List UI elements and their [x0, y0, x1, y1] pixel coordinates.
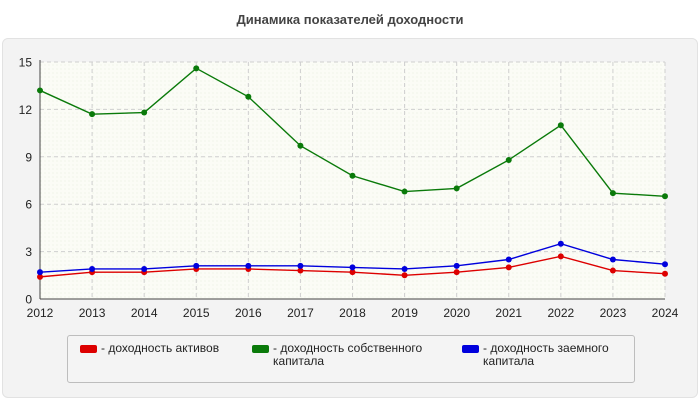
data-point-debt	[557, 240, 564, 247]
data-point-debt	[401, 265, 408, 272]
y-tick-label: 9	[25, 150, 32, 164]
data-point-assets	[297, 267, 304, 274]
data-point-equity	[662, 193, 668, 200]
data-point-equity	[37, 87, 43, 94]
data-point-assets	[505, 264, 512, 271]
data-point-debt	[89, 265, 96, 272]
x-tick-label: 2023	[600, 306, 627, 320]
x-tick-label: 2014	[131, 306, 158, 320]
data-point-equity	[297, 142, 304, 149]
legend-item-assets: - доходность активов	[80, 342, 219, 355]
data-point-equity	[401, 188, 408, 195]
data-point-equity	[453, 185, 460, 192]
legend-swatch-assets	[80, 345, 97, 353]
x-tick-label: 2018	[339, 306, 366, 320]
data-point-assets	[349, 269, 356, 276]
data-point-debt	[505, 256, 512, 263]
data-point-assets	[37, 273, 43, 280]
x-tick-label: 2017	[287, 306, 314, 320]
data-point-equity	[245, 93, 252, 100]
legend-item-debt: - доходность заемного капитала	[462, 342, 609, 368]
axes	[39, 60, 665, 300]
data-point-equity	[505, 156, 512, 163]
legend-item-equity: - доходность собственного капитала	[252, 342, 422, 368]
legend-label-assets: - доходность активов	[101, 341, 220, 355]
x-tick-label: 2015	[183, 306, 210, 320]
data-point-debt	[609, 256, 616, 263]
data-point-debt	[662, 261, 668, 268]
data-point-debt	[453, 262, 460, 269]
x-tick-label: 2013	[79, 306, 106, 320]
y-tick-label: 15	[19, 56, 33, 70]
data-point-equity	[557, 122, 564, 129]
legend-label-equity: - доходность собственного капитала	[273, 341, 423, 368]
data-point-assets	[609, 267, 616, 274]
data-point-assets	[453, 269, 460, 276]
x-tick-label: 2016	[235, 306, 262, 320]
data-point-assets	[557, 253, 564, 260]
x-tick-label: 2019	[391, 306, 418, 320]
x-tick-label: 2012	[27, 306, 54, 320]
data-point-equity	[89, 111, 96, 118]
series-points	[37, 65, 668, 280]
tick-labels: 0 3 6 9 12 15 2012 2013 2014 2015 2016 2017 2018 2019…	[19, 56, 679, 321]
y-tick-label: 6	[25, 198, 32, 212]
legend-swatch-debt	[462, 345, 479, 353]
data-point-equity	[193, 65, 200, 72]
data-point-assets	[401, 272, 408, 279]
data-point-debt	[297, 262, 304, 269]
chart-title: Динамика показателей доходности	[236, 12, 464, 27]
y-tick-label: 12	[19, 103, 33, 117]
data-point-assets	[662, 270, 668, 277]
x-tick-label: 2022	[547, 306, 574, 320]
legend-label-debt: - доходность заемного капитала	[483, 341, 609, 368]
y-tick-label: 3	[25, 245, 32, 259]
data-point-equity	[609, 190, 616, 197]
data-point-debt	[193, 262, 200, 269]
data-point-debt	[37, 269, 43, 276]
legend-swatch-equity	[252, 345, 269, 353]
data-point-equity	[349, 172, 356, 179]
data-point-debt	[141, 265, 148, 272]
x-tick-label: 2024	[652, 306, 679, 320]
x-tick-label: 2020	[443, 306, 470, 320]
data-point-debt	[245, 262, 252, 269]
data-point-debt	[349, 264, 356, 271]
x-tick-label: 2021	[495, 306, 522, 320]
data-point-equity	[141, 109, 148, 116]
y-tick-label: 0	[25, 293, 32, 307]
legend: - доходность активов - доходность собств…	[67, 335, 635, 383]
